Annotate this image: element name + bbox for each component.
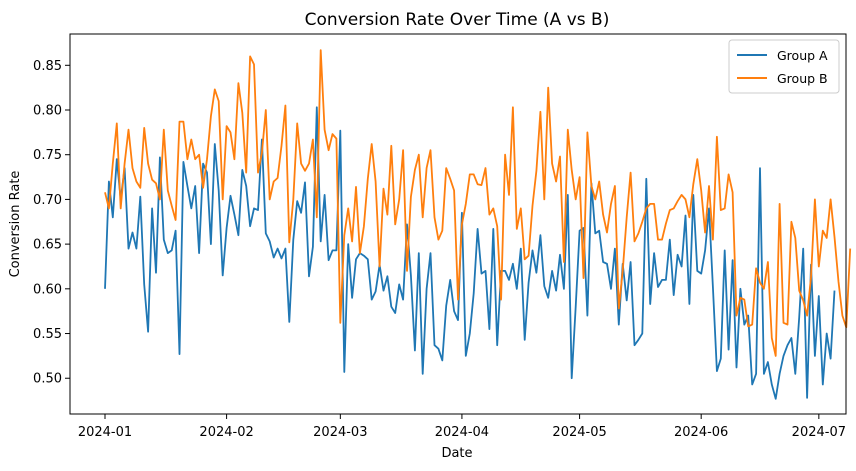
y-tick-label: 0.70 xyxy=(33,193,62,208)
y-tick-label: 0.85 xyxy=(33,59,62,74)
series-line-group-b xyxy=(104,49,852,357)
x-tick-label: 2024-06 xyxy=(674,425,728,440)
legend-label-group-a: Group A xyxy=(777,48,828,63)
x-axis: 2024-01 2024-02 2024-03 2024-04 2024-05 2024-… xyxy=(78,414,846,440)
y-tick-label: 0.80 xyxy=(33,104,62,119)
x-tick-label: 2024-01 xyxy=(78,425,132,440)
y-axis: 0.50 0.55 0.60 0.65 0.70 0.75 0.80 0.85 xyxy=(33,59,70,387)
y-tick-label: 0.65 xyxy=(33,238,62,253)
y-tick-label: 0.60 xyxy=(33,282,62,297)
x-axis-title: Date xyxy=(441,446,472,461)
y-tick-label: 0.50 xyxy=(33,372,62,387)
legend-label-group-b: Group B xyxy=(777,71,828,86)
chart-title: Conversion Rate Over Time (A vs B) xyxy=(305,10,610,30)
series-line-group-a xyxy=(104,106,836,400)
x-tick-label: 2024-03 xyxy=(313,425,367,440)
plot-frame xyxy=(69,33,847,415)
x-tick-label: 2024-05 xyxy=(552,425,606,440)
legend: Group A Group B xyxy=(728,39,840,94)
plot-area xyxy=(69,33,852,415)
y-tick-label: 0.55 xyxy=(33,327,62,342)
x-tick-label: 2024-02 xyxy=(199,425,253,440)
x-tick-label: 2024-04 xyxy=(435,425,489,440)
y-tick-label: 0.75 xyxy=(33,148,62,163)
legend-box xyxy=(728,39,840,94)
y-axis-title: Conversion Rate xyxy=(8,171,23,278)
x-tick-label: 2024-07 xyxy=(792,425,846,440)
